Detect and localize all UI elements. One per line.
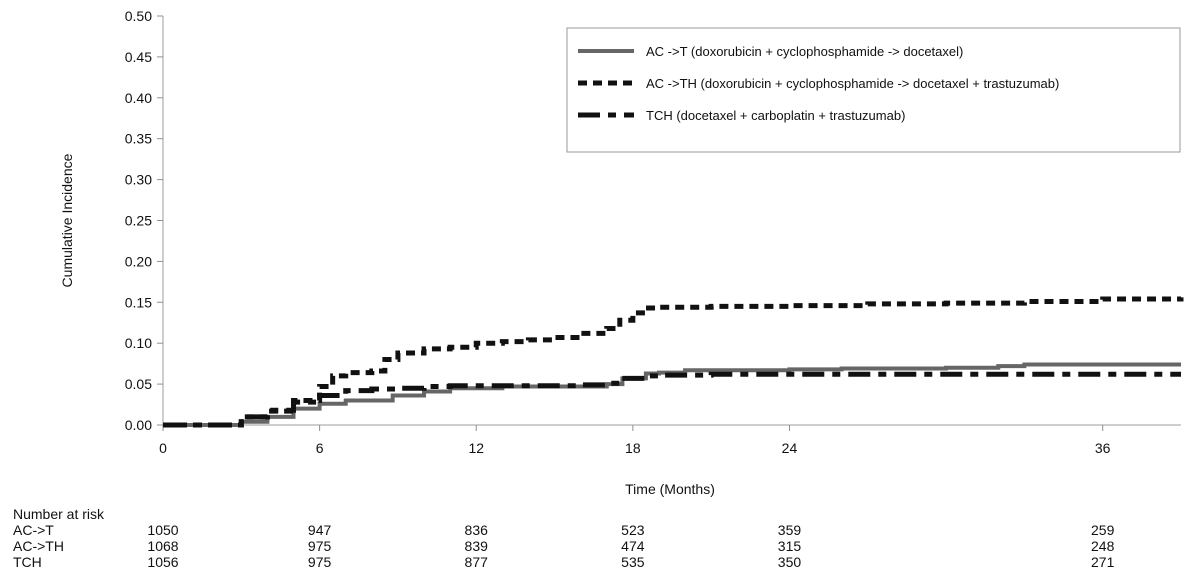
- x-tick-label: 12: [468, 440, 484, 456]
- x-tick-label: 18: [625, 440, 641, 456]
- risk-value-0-2: 836: [465, 522, 489, 538]
- risk-value-0-5: 259: [1091, 522, 1115, 538]
- y-axis: 0.00 0.05 0.10 0.15 0.20 0.25 0.30 0.35 0.40 0.45…: [125, 8, 163, 433]
- y-tick-label: 0.15: [125, 294, 152, 310]
- y-tick-label: 0.25: [125, 213, 152, 229]
- y-tick-label: 0.30: [125, 172, 152, 188]
- risk-value-1-0: 1068: [147, 538, 178, 554]
- y-tick-label: 0.35: [125, 131, 152, 147]
- risk-value-2-2: 877: [465, 554, 489, 570]
- y-tick-label: 0.00: [125, 417, 152, 433]
- x-tick-label: 36: [1095, 440, 1111, 456]
- risk-value-1-1: 975: [308, 538, 332, 554]
- risk-row-label-0: AC->T: [13, 522, 54, 538]
- legend-items: AC ->T (doxorubicin + cyclophosphamide -…: [578, 44, 1059, 123]
- risk-value-2-4: 350: [778, 554, 802, 570]
- series-line-2: [163, 371, 1181, 428]
- risk-value-1-4: 315: [778, 538, 802, 554]
- y-tick-label: 0.50: [125, 8, 152, 24]
- risk-value-1-2: 839: [465, 538, 489, 554]
- y-tick-label: 0.05: [125, 376, 152, 392]
- risk-value-2-5: 271: [1091, 554, 1115, 570]
- risk-table: Number at risk AC->T 1050 947 836 523 359 259A…: [13, 506, 1115, 570]
- risk-table-rows: AC->T 1050 947 836 523 359 259 AC->TH 1068 975 839…: [13, 522, 1115, 570]
- x-tick-label: 24: [782, 440, 798, 456]
- series-lines: [163, 296, 1184, 428]
- x-tick-label: 6: [316, 440, 324, 456]
- risk-value-1-5: 248: [1091, 538, 1115, 554]
- risk-value-2-1: 975: [308, 554, 332, 570]
- risk-value-2-0: 1056: [147, 554, 178, 570]
- x-axis: 0 6 12 18 24 36: [159, 425, 1111, 456]
- risk-value-0-4: 359: [778, 522, 802, 538]
- series-line-0: [163, 362, 1181, 427]
- y-tick-label: 0.10: [125, 335, 152, 351]
- x-tick-label: 0: [159, 440, 167, 456]
- risk-value-2-3: 535: [621, 554, 645, 570]
- risk-value-0-0: 1050: [147, 522, 178, 538]
- legend-box: [566, 27, 1181, 153]
- x-axis-label: Time (Months): [625, 481, 715, 497]
- legend-label-1: AC ->TH (doxorubicin + cyclophosphamide …: [646, 76, 1059, 91]
- risk-table-title: Number at risk: [13, 506, 105, 522]
- y-axis-label: Cumulative Incidence: [59, 153, 75, 287]
- risk-value-1-3: 474: [621, 538, 645, 554]
- legend-label-2: TCH (docetaxel + carboplatin + trastuzum…: [646, 108, 905, 123]
- series-line-1: [163, 296, 1184, 428]
- y-tick-label: 0.20: [125, 253, 152, 269]
- risk-row-label-2: TCH: [13, 554, 42, 570]
- y-tick-label: 0.40: [125, 90, 152, 106]
- legend-label-0: AC ->T (doxorubicin + cyclophosphamide -…: [646, 44, 963, 59]
- risk-value-0-1: 947: [308, 522, 332, 538]
- legend: AC ->T (doxorubicin + cyclophosphamide -…: [566, 27, 1181, 153]
- risk-row-label-1: AC->TH: [13, 538, 64, 554]
- risk-value-0-3: 523: [621, 522, 645, 538]
- y-tick-label: 0.45: [125, 49, 152, 65]
